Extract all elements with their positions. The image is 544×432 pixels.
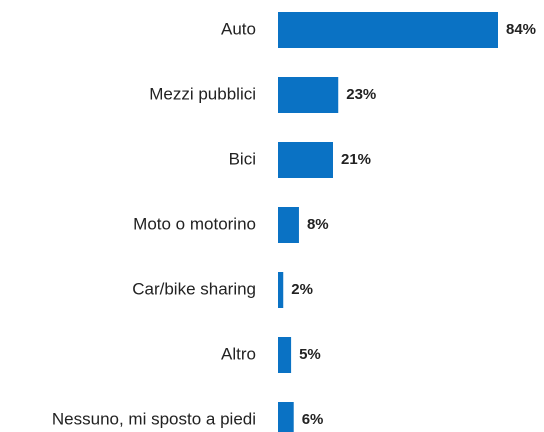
value-label: 21% [341,151,371,168]
category-label: Moto o motorino [133,214,256,233]
value-label: 6% [302,411,324,428]
category-label: Mezzi pubblici [149,84,256,103]
category-label: Nessuno, mi sposto a piedi [52,409,256,428]
category-label: Auto [221,19,256,38]
category-label: Car/bike sharing [132,279,256,298]
bar [278,402,294,432]
value-label: 2% [291,281,313,298]
bar [278,12,498,48]
bar [278,272,284,308]
value-label: 23% [346,86,376,103]
category-label: Bici [229,149,256,168]
bar [278,142,333,178]
value-label: 5% [299,346,321,363]
category-label: Altro [221,344,256,363]
bar [278,337,292,373]
bar [278,207,299,243]
value-label: 84% [506,21,536,38]
value-label: 8% [307,216,329,233]
bar [278,77,339,113]
